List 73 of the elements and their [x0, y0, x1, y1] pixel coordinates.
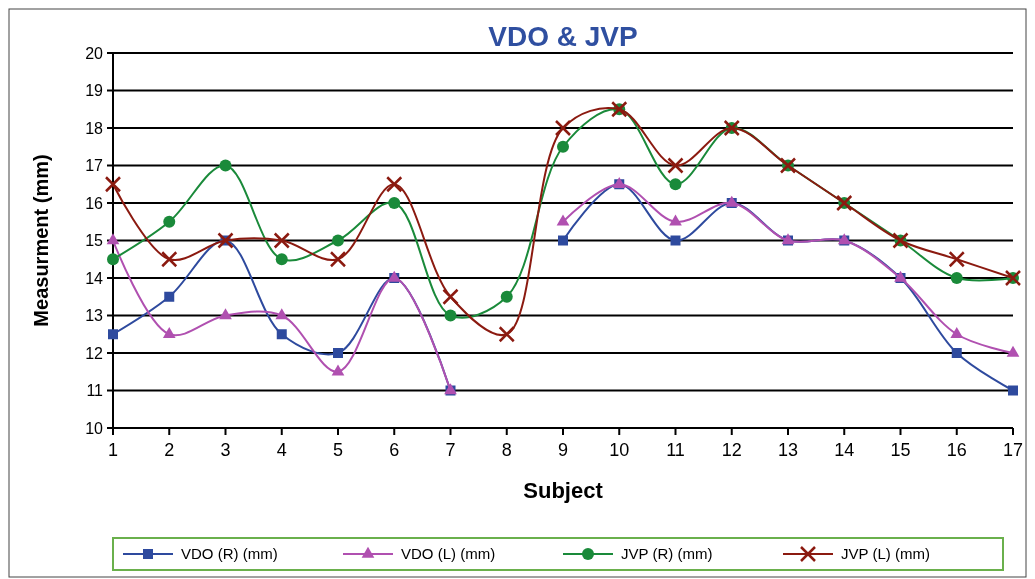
- point: [388, 197, 401, 209]
- point: [219, 159, 232, 172]
- x-tick-label: 15: [890, 440, 911, 460]
- point: [332, 234, 344, 247]
- legend-label: JVP (L) (mm): [841, 545, 930, 563]
- x-tick-label: 12: [721, 440, 742, 460]
- point: [219, 308, 232, 320]
- point: [163, 215, 176, 228]
- point: [670, 235, 681, 246]
- point: [164, 291, 175, 302]
- x-tick-label: 6: [389, 440, 400, 460]
- x-tick-label: 7: [445, 440, 456, 460]
- x-tick-label: 5: [332, 440, 344, 460]
- x-axis-title: Subject: [523, 478, 604, 503]
- y-tick-label: 10: [85, 419, 104, 437]
- point: [556, 214, 570, 226]
- point: [1008, 385, 1018, 396]
- point: [951, 348, 962, 358]
- point: [108, 329, 118, 340]
- x-tick-label: 13: [777, 440, 799, 460]
- point: [331, 364, 345, 376]
- point: [107, 253, 119, 266]
- x-tick-label: 1: [107, 440, 119, 460]
- x-tick-label: 2: [164, 440, 175, 460]
- point: [554, 119, 572, 137]
- chart-title: VDO & JVP: [488, 21, 638, 52]
- point: [275, 253, 288, 266]
- point: [276, 329, 287, 340]
- point: [669, 214, 682, 226]
- x-tick-label: 10: [609, 440, 630, 460]
- y-axis-title: Measurment (mm): [30, 154, 52, 327]
- point: [669, 178, 682, 191]
- point: [161, 251, 178, 268]
- x-tick-label: 14: [834, 440, 855, 460]
- point: [104, 176, 122, 193]
- point: [950, 272, 963, 284]
- point: [275, 308, 289, 320]
- point: [948, 251, 965, 268]
- y-tick-label: 18: [85, 119, 104, 137]
- y-tick-label: 17: [85, 157, 104, 175]
- point: [444, 309, 457, 322]
- y-tick-label: 19: [85, 82, 104, 100]
- x-tick-label: 9: [557, 440, 569, 460]
- y-tick-label: 20: [85, 44, 104, 62]
- point: [667, 157, 684, 174]
- point: [950, 326, 964, 338]
- point: [557, 140, 569, 153]
- y-tick-label: 15: [85, 232, 104, 250]
- y-tick-label: 13: [85, 307, 104, 325]
- legend-label: JVP (R) (mm): [621, 545, 713, 563]
- point: [106, 233, 120, 245]
- point: [329, 251, 347, 268]
- x-tick-label: 8: [501, 440, 512, 460]
- x-tick-label: 4: [276, 440, 287, 460]
- point: [386, 176, 403, 193]
- legend-label: VDO (R) (mm): [181, 545, 278, 563]
- y-tick-label: 12: [85, 344, 104, 362]
- point: [442, 288, 459, 305]
- x-tick-label: 3: [220, 440, 231, 460]
- y-tick-label: 14: [85, 269, 104, 287]
- x-tick-label: 17: [1002, 440, 1024, 460]
- point: [162, 326, 176, 338]
- point: [333, 348, 343, 358]
- point: [500, 290, 513, 303]
- y-tick-label: 16: [85, 194, 104, 212]
- y-tick-label: 11: [86, 382, 104, 400]
- point: [1006, 345, 1020, 357]
- point: [273, 232, 290, 249]
- legend-label: VDO (L) (mm): [401, 545, 496, 563]
- x-tick-label: 11: [666, 440, 685, 460]
- point: [498, 326, 515, 343]
- point: [558, 235, 568, 246]
- x-tick-label: 16: [946, 440, 967, 460]
